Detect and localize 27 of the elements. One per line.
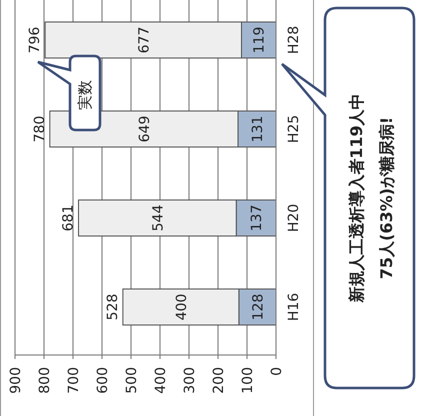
annotation: 実数 xyxy=(76,80,94,110)
x-tick-label: 200 xyxy=(211,367,227,394)
total-label: 681 xyxy=(60,204,77,232)
y-tick-label: H16 xyxy=(286,292,302,322)
data-label: 400 xyxy=(174,294,190,320)
data-label: 119 xyxy=(252,26,268,54)
total-label: 780 xyxy=(32,116,48,142)
data-label: 677 xyxy=(136,26,152,54)
y-tick-label: H25 xyxy=(286,114,302,144)
x-tick-label: 300 xyxy=(182,367,198,394)
x-tick-label: 400 xyxy=(153,367,169,394)
data-label: 137 xyxy=(249,204,266,232)
total-label: 796 xyxy=(27,26,44,54)
x-tick-label: 0 xyxy=(269,367,285,376)
y-tick-label: H28 xyxy=(286,26,302,54)
x-tick-label: 600 xyxy=(95,367,111,394)
x-tick-label: 900 xyxy=(8,367,24,394)
y-tick-label: H20 xyxy=(286,204,302,232)
x-tick-label: 800 xyxy=(37,367,53,394)
data-label: 649 xyxy=(136,116,153,142)
x-tick-label: 500 xyxy=(124,367,140,394)
data-label: 131 xyxy=(250,116,266,142)
x-tick-label: 700 xyxy=(66,367,82,394)
data-label: 128 xyxy=(250,294,266,320)
total-label: 528 xyxy=(104,294,121,320)
x-tick-label: 100 xyxy=(240,367,256,394)
data-label: 544 xyxy=(150,204,166,232)
